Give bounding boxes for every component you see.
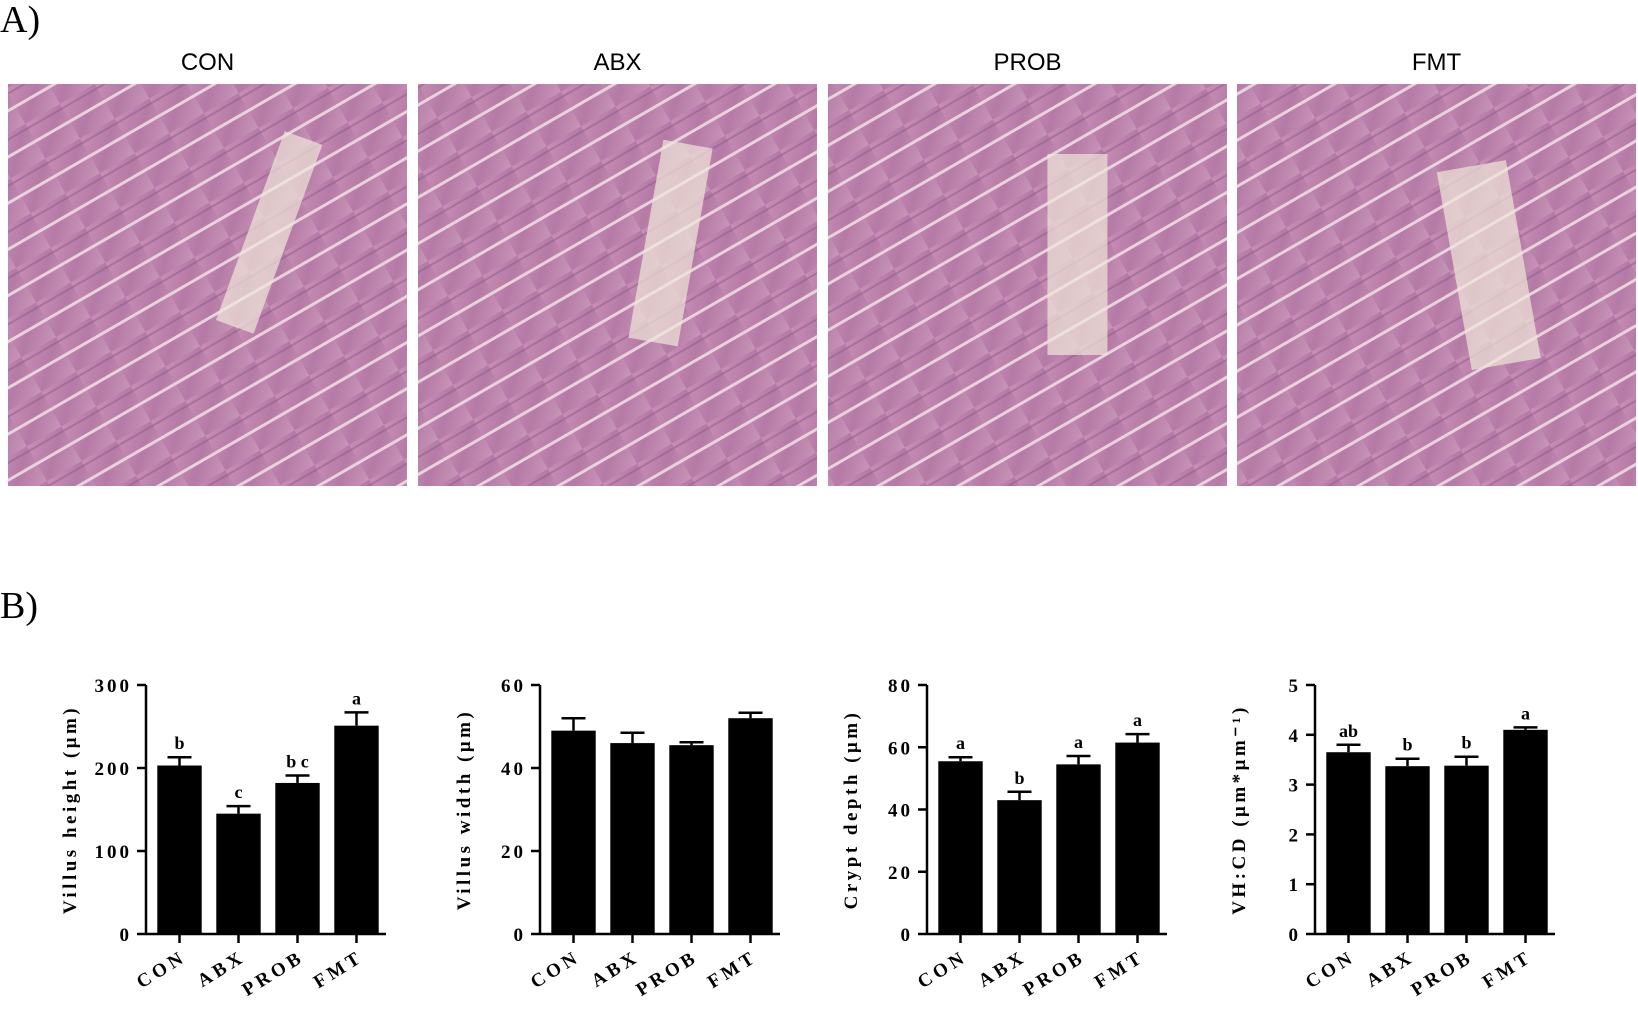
x-tick-label: PROB	[1020, 946, 1089, 1000]
bar	[1385, 766, 1430, 934]
x-tick-label: FMT	[1479, 946, 1536, 993]
x-tick-label: FMT	[704, 946, 761, 993]
y-tick-label: 100	[95, 842, 133, 863]
panel-label: A)	[0, 0, 40, 41]
x-tick-label: CON	[914, 946, 971, 993]
y-tick-label: 40	[888, 801, 913, 822]
y-axis-label: Villus width (μm)	[454, 709, 475, 911]
bar	[1056, 764, 1101, 934]
y-tick-label: 3	[1289, 776, 1302, 797]
bar	[157, 765, 202, 934]
y-tick-label: 4	[1289, 726, 1302, 747]
y-tick-label: 200	[95, 759, 133, 780]
bar	[1326, 752, 1371, 934]
x-tick-label: CON	[1302, 946, 1359, 993]
x-tick-label: CON	[527, 946, 584, 993]
y-tick-label: 5	[1289, 676, 1302, 697]
significance-letter: b	[174, 733, 184, 753]
y-tick-label: 1	[1289, 875, 1302, 896]
significance-letter: c	[235, 782, 243, 802]
significance-letter: b	[1402, 735, 1412, 755]
x-tick-label: PROB	[1408, 946, 1477, 1000]
histology-image	[8, 84, 407, 486]
y-tick-label: 20	[888, 863, 913, 884]
lumen	[628, 139, 713, 347]
bar	[938, 761, 983, 934]
x-tick-label: FMT	[1091, 946, 1148, 993]
significance-letter: b c	[286, 751, 309, 771]
significance-letter: a	[352, 688, 361, 708]
y-tick-label: 80	[888, 676, 913, 697]
y-tick-label: 40	[501, 759, 526, 780]
y-tick-label: 0	[1289, 925, 1302, 946]
bar	[997, 800, 1042, 934]
y-tick-label: 300	[95, 676, 133, 697]
y-tick-label: 0	[901, 925, 914, 946]
y-tick-label: 20	[501, 842, 526, 863]
y-tick-label: 60	[888, 738, 913, 759]
panel-label: B)	[0, 585, 38, 627]
lumen	[1436, 160, 1541, 371]
x-tick-label: CON	[133, 946, 190, 993]
x-tick-label: FMT	[310, 946, 367, 993]
bar	[1115, 742, 1160, 934]
image-title: PROB	[993, 49, 1061, 76]
image-title: ABX	[593, 49, 641, 76]
y-tick-label: 60	[501, 676, 526, 697]
image-title: CON	[181, 49, 234, 76]
image-title: FMT	[1412, 49, 1462, 76]
x-tick-label: PROB	[239, 946, 308, 1000]
bar	[1444, 765, 1489, 934]
bar	[728, 718, 773, 934]
bar	[275, 782, 320, 934]
significance-letter: ab	[1339, 721, 1358, 741]
lumen	[1047, 154, 1108, 355]
histology-image	[828, 84, 1227, 486]
lumen	[215, 131, 323, 334]
significance-letter: a	[1133, 710, 1142, 730]
bar	[216, 813, 261, 934]
y-axis-label: Villus height (μm)	[60, 705, 81, 914]
bar	[1503, 729, 1548, 934]
significance-letter: a	[956, 733, 965, 753]
bar	[334, 725, 379, 934]
bar	[551, 730, 596, 934]
bar	[669, 745, 714, 934]
x-tick-label: PROB	[633, 946, 702, 1000]
y-tick-label: 2	[1289, 825, 1302, 846]
histology-image	[1237, 84, 1636, 486]
y-axis-label: VH:CD (μm*μm⁻¹)	[1229, 704, 1250, 915]
significance-letter: a	[1074, 732, 1083, 752]
histology-image	[418, 84, 817, 486]
significance-letter: b	[1014, 768, 1024, 788]
y-axis-label: Crypt depth (μm)	[841, 710, 862, 910]
significance-letter: a	[1521, 703, 1530, 723]
y-tick-label: 0	[514, 925, 527, 946]
bar	[610, 743, 655, 934]
significance-letter: b	[1461, 733, 1471, 753]
y-tick-label: 0	[120, 925, 133, 946]
